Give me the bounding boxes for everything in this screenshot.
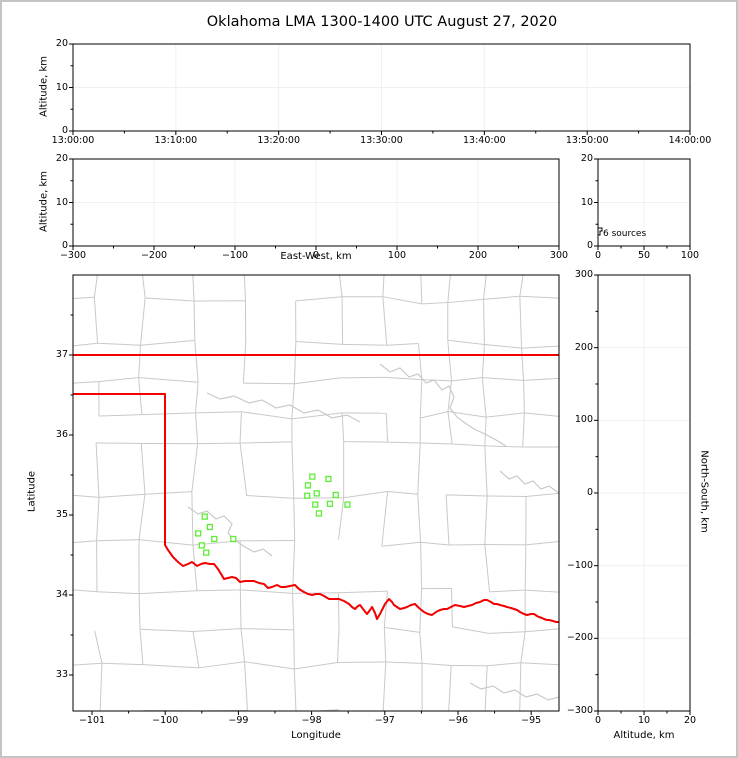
ns_height-ytick-label: 200	[574, 341, 593, 353]
ew_height-xtick-label: 300	[549, 250, 569, 261]
map-layer	[73, 275, 559, 711]
ew_height-xtick-label: −100	[221, 250, 249, 261]
source_histogram-ytick-label: 20	[580, 153, 593, 164]
ns_height-xtick-label: 0	[594, 715, 602, 726]
ew-height-xlabel: East-West, km	[280, 251, 352, 262]
source-marker	[313, 490, 320, 497]
ew_height-xtick-label: −200	[140, 250, 168, 261]
source_histogram-xtick-label: 0	[594, 250, 602, 261]
plan_view-ytick-label: 33	[55, 669, 68, 680]
source_histogram-xtick-label: 50	[637, 250, 651, 261]
ns_height-ytick-label: 300	[574, 269, 593, 280]
source-marker	[304, 492, 311, 499]
ns_height-ytick-label: 100	[574, 414, 593, 426]
time_height-ytick-label: 10	[55, 81, 68, 93]
plan_view-ytick-label: 37	[55, 349, 68, 360]
time_height-xtick-label: 13:20:00	[257, 135, 300, 146]
time_height-xtick-label: 13:00:00	[51, 135, 95, 146]
ns_height-ytick-label: −200	[566, 632, 593, 644]
ew_height-xtick-label: 0	[312, 250, 320, 261]
source-marker	[195, 530, 202, 537]
source-marker	[203, 549, 210, 556]
source_histogram-ytick-label: 0	[586, 240, 593, 251]
map-ylabel: Latitude	[26, 470, 38, 513]
ew_height-xtick-label: 100	[387, 250, 407, 261]
source-marker	[201, 513, 208, 520]
source_histogram-xtick-label: 100	[680, 250, 700, 261]
plan_view-xtick-label: −96	[447, 715, 469, 726]
river-line	[379, 363, 507, 447]
time_height-xtick-label: 13:40:00	[462, 135, 506, 146]
time_height-xtick-label: 13:30:00	[360, 135, 403, 146]
source-marker	[332, 491, 339, 499]
ns_height-ytick-label: −100	[566, 559, 593, 571]
altitude-histogram-trace	[598, 227, 603, 236]
plan_view-ytick-label: 34	[55, 589, 68, 600]
ns-height-ylabel: North-South, km	[698, 450, 710, 533]
ew_height-ytick-label: 0	[61, 240, 68, 251]
plan_view-xtick-label: −98	[301, 715, 322, 726]
plan_view-ytick-label: 35	[55, 509, 68, 520]
source-marker	[312, 501, 319, 508]
plan_view-xtick-label: −95	[521, 715, 542, 726]
source-marker	[344, 501, 351, 508]
river-line	[499, 470, 559, 494]
oklahoma-texas-border-line	[73, 393, 559, 623]
ew_height-xtick-label: 200	[468, 250, 488, 261]
source-marker	[211, 535, 218, 543]
source-marker	[230, 535, 237, 543]
county-boundaries	[73, 275, 559, 711]
ew_height-xtick-label: −300	[59, 250, 87, 261]
river-line	[187, 506, 273, 557]
ns_height-ytick-label: −300	[566, 705, 593, 716]
plan_view-xtick-label: −99	[228, 715, 249, 726]
river-line	[469, 682, 559, 701]
time_height-ytick-label: 20	[55, 38, 68, 49]
time_height-xtick-label: 14:00:00	[668, 135, 712, 146]
source-marker	[206, 523, 214, 531]
ns_height-ytick-label: 0	[586, 487, 593, 498]
source-markers	[195, 473, 351, 556]
source-marker	[325, 475, 332, 483]
source-marker	[309, 473, 316, 480]
figure-title: Oklahoma LMA 1300-1400 UTC August 27, 20…	[206, 14, 558, 30]
plan_view-panel	[72, 274, 560, 712]
ns_height-xtick-label: 20	[683, 715, 697, 726]
ns-height-xlabel: Altitude, km	[613, 730, 675, 741]
ew_height-ytick-label: 20	[55, 153, 68, 164]
river-line	[206, 392, 361, 423]
map-xlabel: Longitude	[291, 730, 341, 741]
plan_view-xtick-label: −97	[374, 715, 395, 726]
time_height-xtick-label: 13:50:00	[565, 135, 609, 146]
source-marker	[326, 500, 334, 507]
ew_height-ytick-label: 10	[55, 196, 68, 208]
plan_view-xtick-label: −100	[152, 715, 179, 726]
time_height-xtick-label: 13:10:00	[154, 135, 198, 146]
source-marker	[315, 510, 323, 517]
plan_view-xtick-label: −101	[78, 715, 106, 726]
source-marker	[198, 542, 205, 549]
source_histogram-ytick-label: 10	[580, 196, 593, 208]
plan_view-ytick-label: 36	[55, 429, 68, 440]
time_height-ytick-label: 0	[61, 125, 68, 136]
ns_height-xtick-label: 10	[637, 715, 651, 726]
source-marker	[304, 482, 312, 489]
source-count-annotation: 6 sources	[603, 229, 647, 239]
